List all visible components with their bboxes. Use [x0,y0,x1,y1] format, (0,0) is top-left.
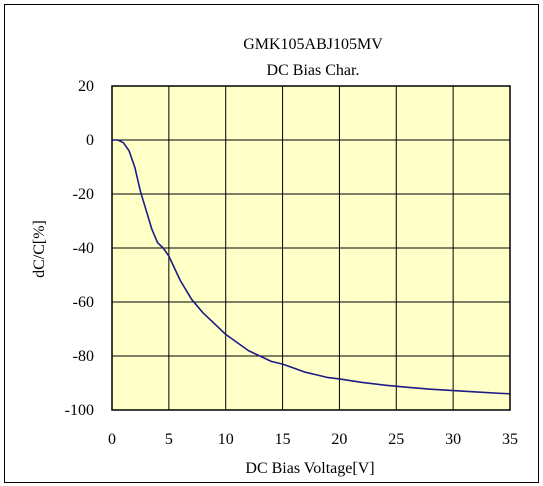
plot-frame [111,85,511,411]
y-axis-label: dC/C[%] [31,220,48,278]
x-tick-label: 30 [445,431,461,448]
chart-title: GMK105ABJ105MV [243,36,383,53]
x-tick-label: 5 [165,431,173,448]
y-tick-label: -20 [73,186,94,203]
x-axis-ticks: 0 5 10 15 20 25 30 35 [108,431,518,448]
plot-frame-layer [111,85,511,411]
y-axis-ticks: 20 0 -20 -40 -60 -80 -100 [65,78,94,419]
x-tick-label: 20 [331,431,347,448]
y-tick-label: -80 [73,348,94,365]
grid [112,86,510,410]
x-tick-label: 35 [502,431,518,448]
y-tick-label: -40 [73,240,94,257]
series-line [112,139,511,395]
series-layer [112,139,511,395]
chart-subtitle: DC Bias Char. [267,62,360,79]
y-tick-label: 0 [86,132,94,149]
x-tick-label: 10 [218,431,234,448]
y-tick-label: -60 [73,294,94,311]
y-tick-label: 20 [78,78,94,95]
y-tick-label: -100 [65,402,94,419]
x-tick-label: 15 [275,431,291,448]
x-tick-label: 0 [108,431,116,448]
x-axis-label: DC Bias Voltage[V] [245,460,374,477]
x-tick-label: 25 [388,431,404,448]
